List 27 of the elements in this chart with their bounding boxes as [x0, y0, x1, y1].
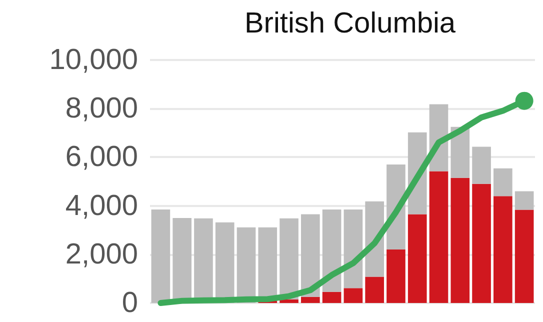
bar: [322, 292, 342, 303]
bar: [514, 210, 534, 303]
y-tick-label: 2,000: [65, 238, 138, 270]
bar: [280, 299, 298, 303]
chart-title: British Columbia: [244, 8, 456, 40]
bar: [365, 276, 384, 303]
y-tick-label: 0: [122, 287, 138, 319]
bar: [386, 250, 406, 303]
bar: [429, 171, 448, 303]
bar: [322, 209, 342, 292]
bar: [151, 209, 170, 303]
bar: [472, 184, 491, 303]
bar: [344, 288, 363, 303]
bar: [494, 196, 512, 303]
y-tick-label: 6,000: [65, 141, 138, 174]
y-tick-label: 10,000: [49, 44, 138, 76]
bar: [472, 146, 491, 184]
bar: [280, 218, 298, 300]
bar: [236, 227, 256, 303]
bar: [514, 191, 534, 210]
bar: [408, 214, 427, 303]
bar: [494, 168, 512, 196]
y-tick-label: 8,000: [65, 92, 138, 125]
bar: [301, 296, 320, 303]
bar: [450, 178, 470, 303]
bar: [301, 214, 320, 297]
y-tick-label: 4,000: [65, 190, 138, 222]
